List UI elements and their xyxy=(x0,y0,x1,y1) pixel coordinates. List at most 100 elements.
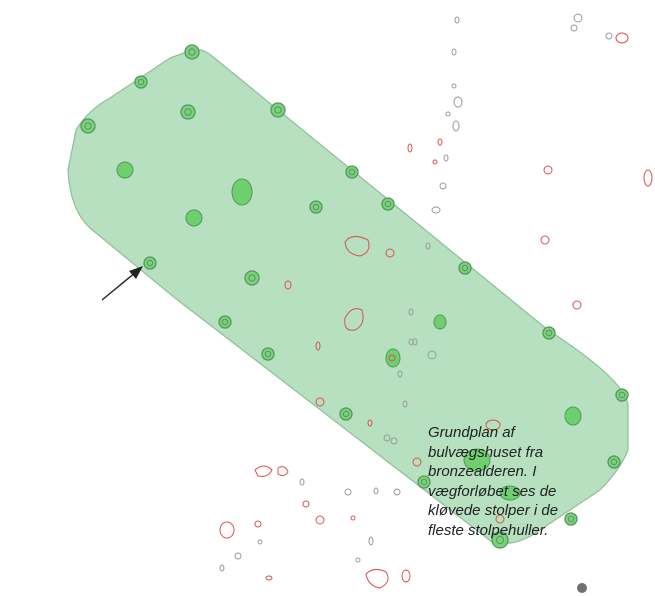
wall-post-core xyxy=(184,108,192,116)
wall-post-core xyxy=(384,200,392,208)
wall-post-core xyxy=(312,203,320,211)
red-feature xyxy=(254,520,262,528)
wall-post-core xyxy=(567,515,575,523)
wall-post-core xyxy=(610,458,618,466)
red-feature xyxy=(315,397,325,407)
wall-post-core xyxy=(274,106,282,114)
red-feature xyxy=(412,457,422,467)
red-feature xyxy=(265,575,273,581)
wall-post-core xyxy=(188,48,196,56)
grey-feature xyxy=(451,48,457,56)
wall-post-core xyxy=(545,329,553,337)
red-feature xyxy=(350,515,356,521)
red-feature xyxy=(388,354,396,362)
grey-feature xyxy=(397,370,403,378)
arrow-shaft xyxy=(101,271,137,301)
arrow-icon xyxy=(129,266,143,279)
red-features-group xyxy=(219,32,653,589)
interior-post xyxy=(116,161,134,179)
grey-feature xyxy=(344,488,352,496)
dark-dot xyxy=(577,583,587,593)
wall-post xyxy=(345,165,359,179)
wall-post-core xyxy=(420,478,428,486)
interior-posts-group xyxy=(116,161,582,501)
grey-feature xyxy=(393,488,401,496)
wall-post xyxy=(564,512,578,526)
grey-feature xyxy=(373,487,379,495)
grey-feature xyxy=(234,552,242,560)
grey-feature xyxy=(402,400,408,408)
grey-feature xyxy=(368,536,374,546)
red-feature xyxy=(432,159,438,165)
grey-feature xyxy=(605,32,613,40)
wall-post-core xyxy=(618,391,626,399)
wall-post-core xyxy=(348,168,356,176)
grey-feature xyxy=(257,539,263,545)
extras-group xyxy=(101,266,587,593)
wall-post-core xyxy=(146,259,154,267)
grey-feature xyxy=(355,557,361,563)
grey-feature xyxy=(425,242,431,250)
wall-post-core xyxy=(264,350,272,358)
red-feature xyxy=(407,143,413,153)
wall-post xyxy=(542,326,556,340)
grey-feature xyxy=(439,182,447,190)
grey-features-group xyxy=(219,13,613,572)
wall-post xyxy=(309,200,323,214)
red-feature xyxy=(315,341,321,351)
wall-post xyxy=(80,118,96,134)
grey-feature xyxy=(383,434,391,442)
interior-post xyxy=(385,348,401,368)
wall-post-core xyxy=(84,122,92,130)
wall-post xyxy=(491,531,509,549)
wall-post-core xyxy=(495,535,505,545)
grey-feature xyxy=(408,308,414,316)
wall-post xyxy=(261,347,275,361)
grey-feature xyxy=(219,564,225,572)
wall-post xyxy=(270,102,286,118)
interior-post xyxy=(433,314,447,330)
wall-post xyxy=(381,197,395,211)
grey-feature xyxy=(445,111,451,117)
red-feature xyxy=(367,419,373,427)
grey-feature xyxy=(412,338,418,346)
wall-post xyxy=(607,455,621,469)
wall-post xyxy=(458,261,472,275)
wall-post xyxy=(244,270,260,286)
red-feature xyxy=(385,248,395,258)
wall-post-core xyxy=(342,410,350,418)
interior-post xyxy=(463,448,491,472)
wall-post-core xyxy=(221,318,229,326)
red-feature-cluster xyxy=(254,465,289,477)
red-feature xyxy=(615,32,629,44)
grey-feature xyxy=(452,120,460,132)
red-feature-large xyxy=(365,568,389,589)
wall-post xyxy=(339,407,353,421)
wall-posts-group xyxy=(80,44,629,549)
red-feature-large xyxy=(344,236,370,257)
grey-feature xyxy=(443,154,449,162)
red-feature xyxy=(485,419,501,431)
interior-post xyxy=(231,178,253,206)
grey-feature xyxy=(427,350,437,360)
red-feature xyxy=(302,500,310,508)
red-feature xyxy=(543,165,553,175)
wall-post-core xyxy=(461,264,469,272)
wall-post xyxy=(615,388,629,402)
red-feature xyxy=(572,300,582,310)
red-feature xyxy=(495,514,505,524)
red-feature-large xyxy=(344,308,364,331)
wall-post xyxy=(180,104,196,120)
wall-post xyxy=(417,475,431,489)
wall-post xyxy=(143,256,157,270)
grey-feature xyxy=(431,206,441,214)
grey-feature xyxy=(390,437,398,445)
wall-post xyxy=(184,44,200,60)
red-feature xyxy=(401,569,411,583)
interior-post xyxy=(564,406,582,426)
grey-feature xyxy=(573,13,583,23)
red-feature xyxy=(219,521,235,539)
grey-feature xyxy=(453,96,463,108)
